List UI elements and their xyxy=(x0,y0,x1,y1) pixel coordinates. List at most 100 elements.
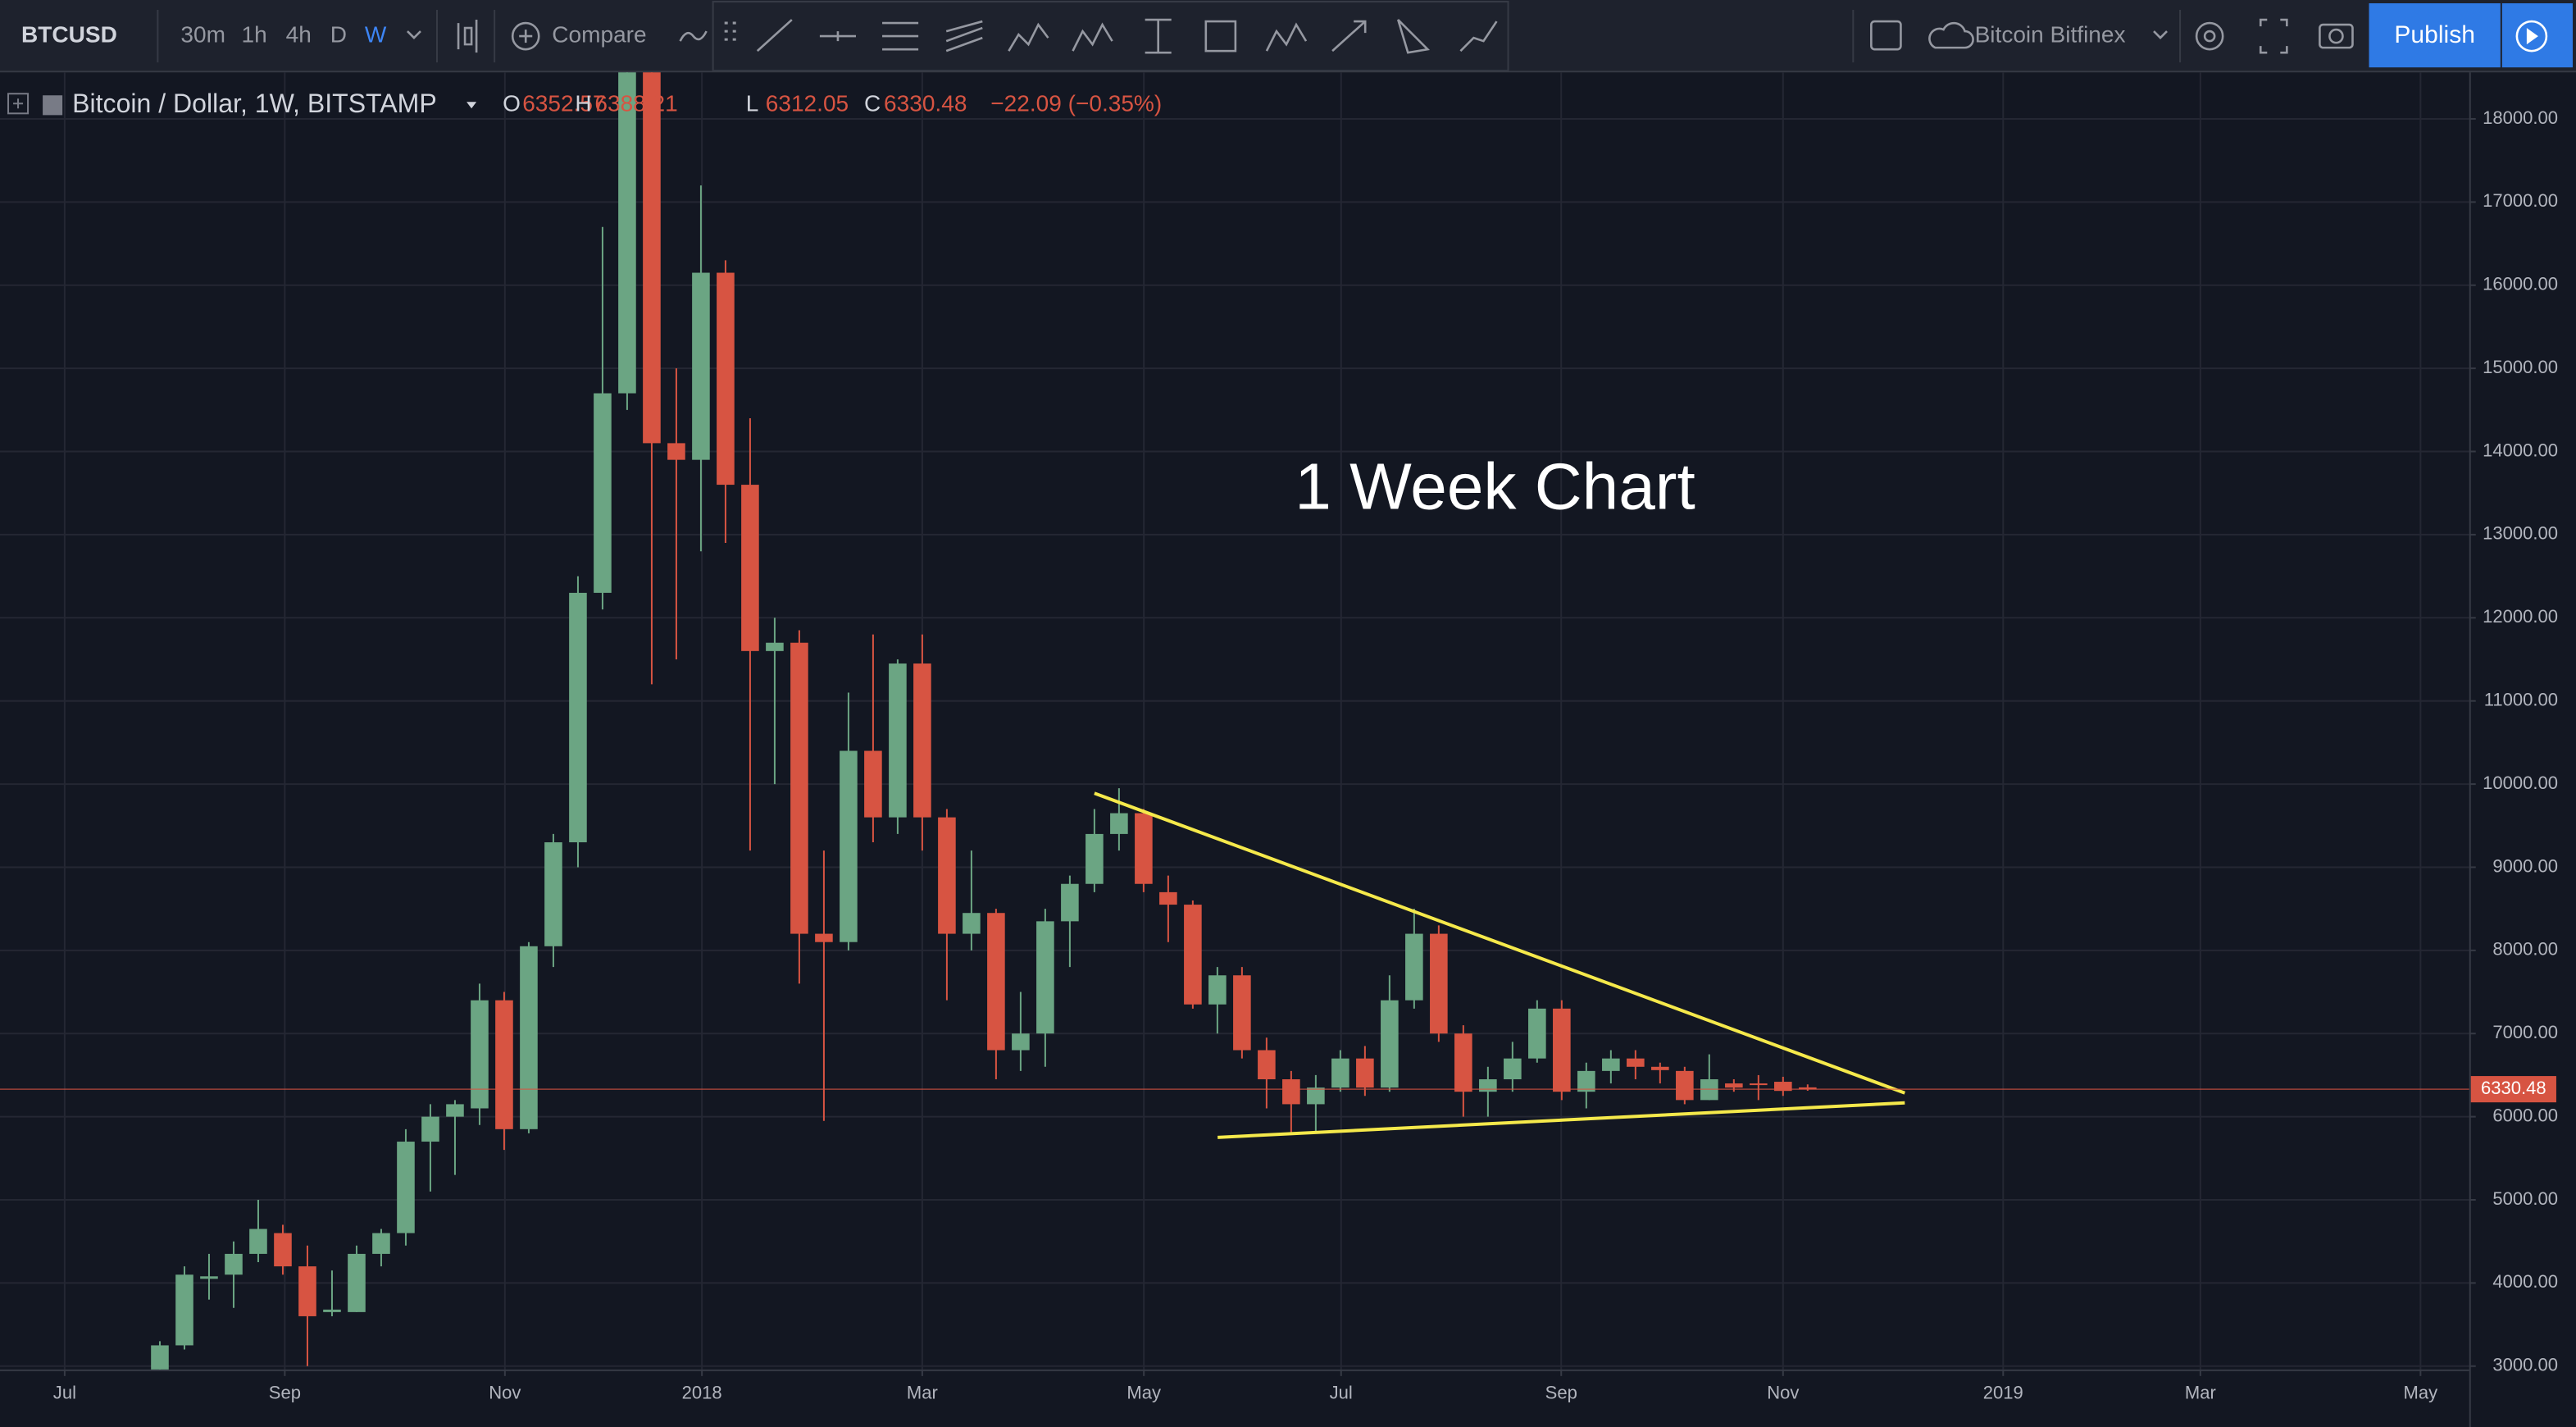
candle xyxy=(864,634,882,843)
settings-icon-center xyxy=(2203,30,2216,43)
abcd-tool[interactable] xyxy=(1265,22,1308,52)
fullscreen-toggle[interactable] xyxy=(1870,20,1902,51)
play-icon xyxy=(2515,20,2548,52)
chart-style-icon[interactable] xyxy=(457,20,478,53)
candle-body xyxy=(938,817,956,934)
candle-body xyxy=(1258,1050,1276,1079)
candle xyxy=(1356,1046,1374,1096)
candle xyxy=(520,941,538,1133)
y-tick-label: 11000.00 xyxy=(2484,690,2558,710)
path-tool[interactable] xyxy=(1459,21,1498,52)
y-tick-label: 17000.00 xyxy=(2483,190,2558,211)
candle-body xyxy=(1676,1070,1694,1101)
candle-body xyxy=(594,393,612,593)
candle xyxy=(1233,967,1251,1059)
x-tick-label: 2018 xyxy=(682,1383,722,1403)
compare-plus xyxy=(519,30,533,43)
legend-flag[interactable] xyxy=(43,95,63,116)
pattern-tool[interactable] xyxy=(1008,22,1049,52)
grid xyxy=(0,72,2469,1370)
candle-body xyxy=(495,1000,513,1129)
drag-handle[interactable] xyxy=(724,21,736,41)
candle xyxy=(963,850,981,951)
horizontal-line-tool[interactable] xyxy=(819,31,856,42)
y-tick-label: 10000.00 xyxy=(2483,773,2558,793)
source-dropdown[interactable] xyxy=(2153,30,2168,39)
rectangle-tool[interactable] xyxy=(1204,20,1237,52)
trend-line-tool[interactable] xyxy=(756,19,793,52)
candle xyxy=(1135,809,1153,892)
snapshot-icon[interactable] xyxy=(2319,23,2354,49)
interval[interactable]: D xyxy=(330,22,347,48)
candle-body xyxy=(175,1274,193,1346)
candle-body xyxy=(471,1000,489,1109)
candle-body xyxy=(225,1253,243,1275)
candle-body xyxy=(1135,813,1153,884)
x-tick-label: Jul xyxy=(1330,1383,1353,1403)
candle xyxy=(618,72,636,410)
legend-dropdown[interactable] xyxy=(467,102,477,109)
candle-body xyxy=(446,1104,464,1117)
interval[interactable]: 1h xyxy=(242,22,267,48)
legend-expand[interactable] xyxy=(7,93,30,115)
candle xyxy=(1208,967,1227,1034)
candle xyxy=(1258,1037,1276,1109)
data-source[interactable]: Bitcoin Bitfinex xyxy=(1975,22,2126,48)
candle-body xyxy=(1430,933,1448,1034)
candle-body xyxy=(1528,1008,1546,1059)
candle-body xyxy=(987,913,1005,1051)
triangle-tool[interactable] xyxy=(1397,19,1431,54)
candle xyxy=(889,659,907,834)
interval-active[interactable]: W xyxy=(365,22,387,48)
candle xyxy=(913,634,931,851)
candle-body xyxy=(1627,1058,1645,1067)
elliott-tool[interactable] xyxy=(1072,22,1113,52)
arrow-tool[interactable] xyxy=(1331,20,1367,52)
candle xyxy=(1553,1000,1571,1101)
candle-body xyxy=(1504,1058,1522,1079)
candle-body xyxy=(274,1233,292,1267)
candle-body xyxy=(913,663,931,818)
interval[interactable]: 30m xyxy=(180,22,225,48)
candle xyxy=(717,260,735,544)
y-tick-label: 9000.00 xyxy=(2492,855,2558,876)
settings-icon[interactable] xyxy=(2195,21,2224,51)
candle-body xyxy=(790,642,808,934)
interval[interactable]: 4h xyxy=(286,22,312,48)
measure-tool[interactable] xyxy=(1145,18,1172,54)
candle xyxy=(1184,900,1202,1009)
ohlc-value: 6330.48 xyxy=(884,91,967,116)
candle xyxy=(1504,1042,1522,1092)
channel-tool[interactable] xyxy=(945,20,983,52)
y-tick-label: 5000.00 xyxy=(2492,1188,2558,1209)
pitchfork-tool[interactable] xyxy=(882,21,919,51)
expand-icon[interactable] xyxy=(2259,18,2288,54)
last-price-label: 6330.48 xyxy=(2481,1078,2546,1098)
publish-label[interactable]: Publish xyxy=(2394,21,2475,48)
candle xyxy=(741,417,759,851)
indicators-icon[interactable] xyxy=(679,30,708,42)
candle-body xyxy=(520,946,538,1129)
candle xyxy=(1331,1050,1349,1092)
interval-dropdown[interactable] xyxy=(407,30,421,39)
candle-body xyxy=(1725,1083,1743,1088)
candle-body xyxy=(692,272,710,460)
candle-body xyxy=(1159,891,1177,905)
candle-body xyxy=(1282,1078,1300,1105)
candle-body xyxy=(323,1309,341,1312)
symbol[interactable]: BTCUSD xyxy=(21,22,117,48)
candle xyxy=(298,1245,316,1366)
ohlc-label: H xyxy=(575,91,591,116)
candle xyxy=(1676,1066,1694,1105)
legend-title[interactable]: Bitcoin / Dollar, 1W, BITSTAMP xyxy=(72,89,437,118)
compare-button[interactable]: Compare xyxy=(552,22,646,48)
ohlc-value: 6352.57 xyxy=(522,91,605,116)
candle xyxy=(446,1100,464,1175)
play-button[interactable] xyxy=(2501,3,2573,68)
candle xyxy=(1651,1062,1669,1084)
publish-button[interactable] xyxy=(2369,3,2501,68)
compare-icon[interactable] xyxy=(511,21,540,51)
candle-body xyxy=(717,272,735,486)
